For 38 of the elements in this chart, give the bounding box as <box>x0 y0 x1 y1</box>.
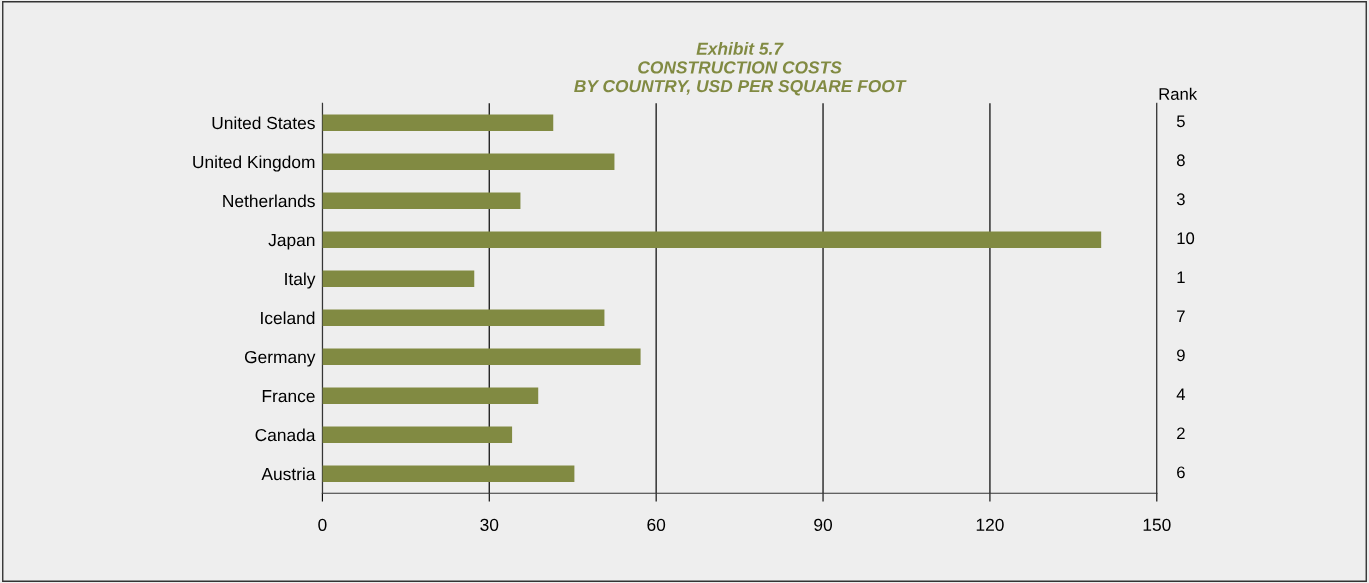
bar <box>322 309 605 326</box>
text: Rank <box>1159 87 1198 100</box>
chart-title: Exhibit 5.7 CONSTRUCTION COSTS BY COUNTRY, USD PER SQUARE FOOT <box>574 42 907 96</box>
text: 1 <box>1177 271 1185 284</box>
bar <box>322 192 521 209</box>
y-tick-label: France <box>262 390 315 403</box>
text: 6 <box>1177 466 1185 479</box>
x-tick-label: 0 <box>318 518 327 531</box>
bar <box>322 114 554 131</box>
bar <box>322 270 475 287</box>
bar <box>322 465 575 482</box>
y-tick-label: Iceland <box>261 311 315 325</box>
x-tick-label: 30 <box>480 518 499 531</box>
text: 5 <box>1176 115 1185 128</box>
text: 8 <box>1176 154 1185 167</box>
bar <box>322 426 513 443</box>
x-tick-label: 60 <box>647 518 666 531</box>
y-tick-label: Netherlands <box>223 194 315 208</box>
text: 3 <box>1176 193 1185 206</box>
y-tick-label: Japan <box>268 234 315 250</box>
y-tick-label: Canada <box>255 428 316 442</box>
y-tick-label: United Kingdom <box>193 155 315 172</box>
text: 2 <box>1177 427 1185 440</box>
text: 4 <box>1176 388 1186 401</box>
bar <box>322 387 539 404</box>
y-tick-label: Germany <box>244 350 316 367</box>
x-tick-label: 120 <box>976 518 1004 531</box>
bar <box>322 348 641 365</box>
text: 9 <box>1177 349 1185 362</box>
y-tick-label: United States <box>212 116 315 130</box>
bar <box>322 231 1102 248</box>
x-tick-label: 90 <box>814 518 833 531</box>
x-tick-label: 150 <box>1143 518 1171 531</box>
y-tick-label: Italy <box>285 272 316 289</box>
y-tick-label: Austria <box>261 467 316 481</box>
text: 10 <box>1177 232 1195 245</box>
text: 7 <box>1177 310 1185 323</box>
bar <box>322 153 615 170</box>
